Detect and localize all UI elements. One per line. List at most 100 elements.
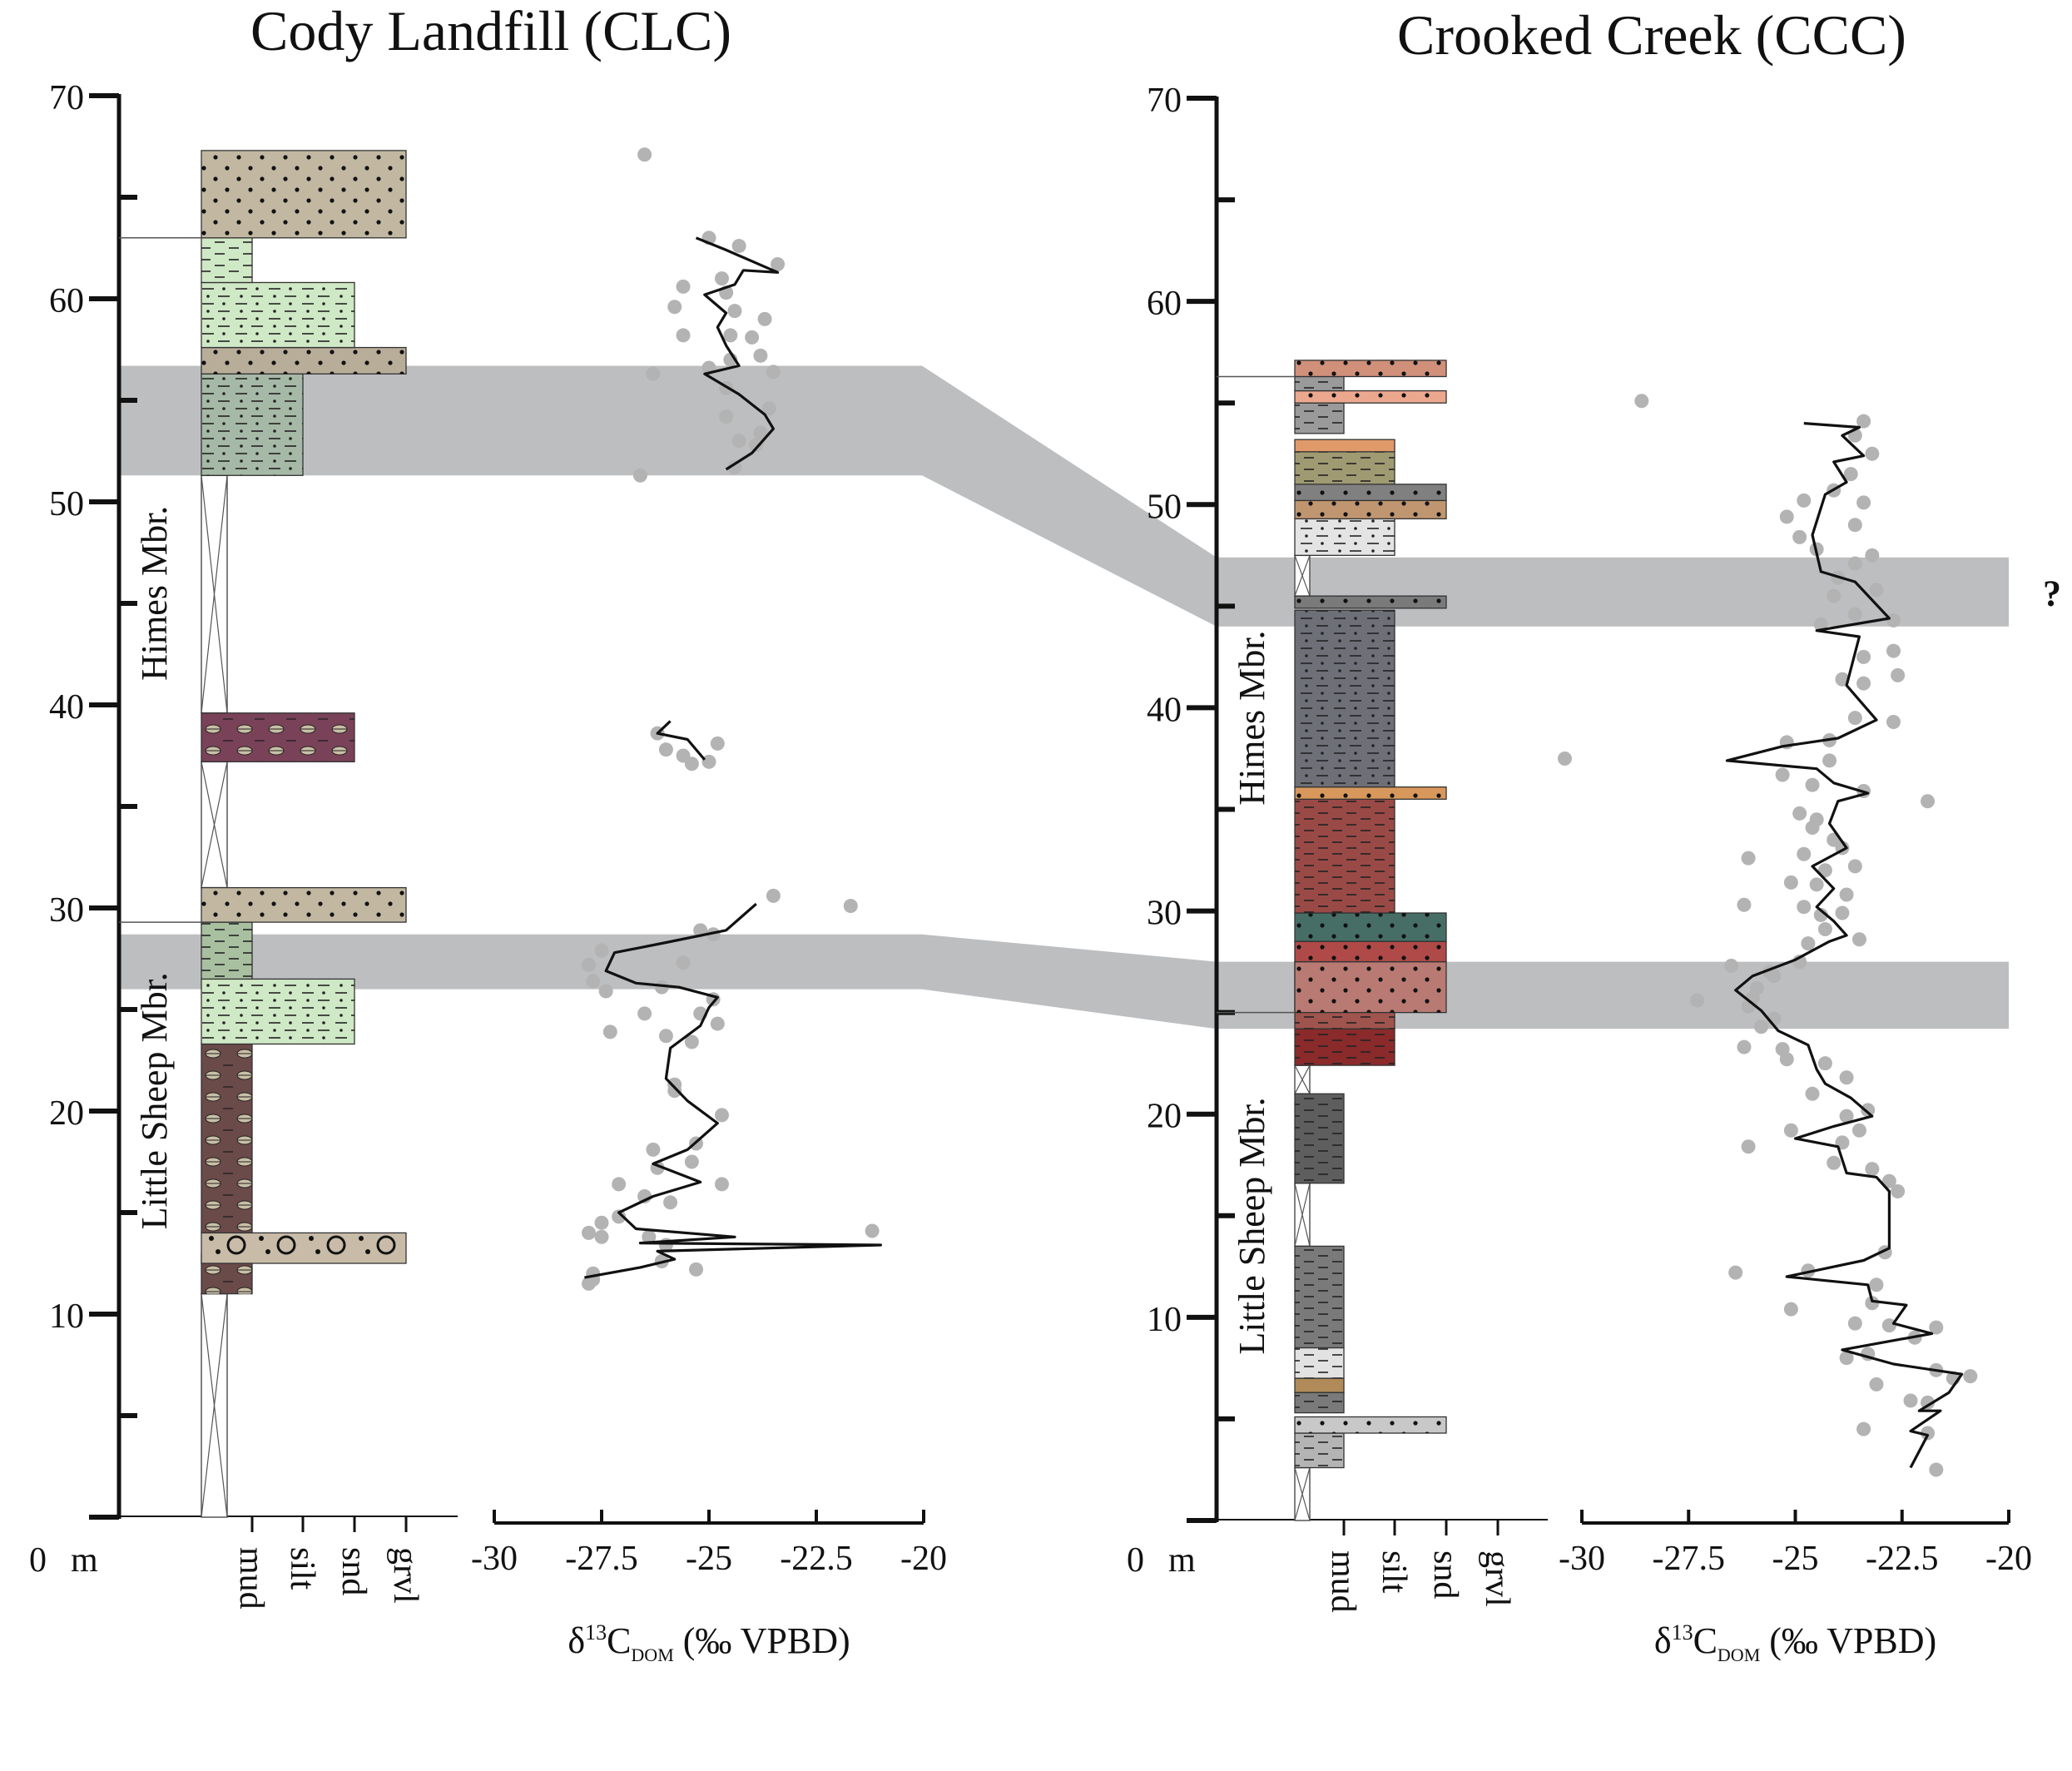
isotope-data-point [602, 1024, 617, 1039]
lithology-pattern [201, 712, 354, 762]
isotope-data-point [667, 300, 682, 315]
isotope-data-point [1801, 936, 1816, 951]
covered-cross-line [1294, 1183, 1311, 1247]
isotope-data-point [1869, 1277, 1884, 1292]
depth-tick-label: 20 [49, 1094, 84, 1133]
covered-cross-line [1294, 1064, 1311, 1094]
correlation-connector [922, 365, 1217, 627]
panel-title: Cody Landfill (CLC) [250, 0, 731, 62]
isotope-data-point [1865, 548, 1880, 563]
isotope-data-point [1869, 583, 1884, 598]
member-label: Himes Mbr. [134, 506, 175, 681]
isotope-data-point [1775, 767, 1790, 782]
isotope-tick-label: -30 [1559, 1540, 1605, 1578]
isotope-trend-line [1725, 422, 1964, 1469]
isotope-data-point [1817, 863, 1832, 878]
isotope-data-point [1847, 859, 1862, 874]
isotope-data-point [1767, 969, 1782, 984]
isotope-data-point [761, 401, 776, 416]
member-label: Little Sheep Mbr. [1232, 1097, 1272, 1354]
isotope-tick-label: -30 [471, 1540, 518, 1578]
isotope-trend-line [695, 236, 780, 471]
isotope-data-point [723, 328, 738, 343]
covered-cross-line [201, 761, 228, 888]
isotope-data-point [1835, 905, 1850, 920]
isotope-data-point [1724, 958, 1739, 973]
grain-size-label: grvl [1478, 1550, 1516, 1607]
isotope-axis-label-part: (‰ VPBD) [1760, 1620, 1936, 1661]
covered-cross-line [201, 475, 228, 713]
isotope-data-point [658, 1029, 673, 1044]
isotope-axis-label-part: DOM [1718, 1644, 1760, 1665]
panel-title: Crooked Creek (CCC) [1397, 3, 1906, 67]
isotope-data-point [1809, 877, 1824, 892]
lithology-pattern [1295, 484, 1446, 501]
isotope-data-point [1921, 1426, 1936, 1441]
isotope-data-point [684, 757, 699, 771]
isotope-data-point [594, 1215, 609, 1230]
isotope-data-point [727, 460, 742, 475]
grain-size-label: silt [283, 1547, 321, 1590]
depth-tick-label: 30 [1147, 895, 1182, 933]
covered-cross-line [201, 1293, 228, 1518]
isotope-data-point [1634, 394, 1649, 409]
isotope-data-point [731, 434, 746, 449]
isotope-tick-label: -22.5 [780, 1540, 853, 1578]
isotope-data-point [684, 1154, 699, 1169]
isotope-tick-label: -20 [1985, 1540, 2032, 1578]
isotope-data-point [865, 1223, 880, 1238]
isotope-data-point [642, 1229, 657, 1244]
isotope-data-point [753, 348, 768, 363]
isotope-data-point [753, 425, 768, 440]
isotope-data-point [757, 311, 772, 326]
lithology-pattern [201, 347, 406, 375]
isotope-data-point [1813, 907, 1828, 922]
isotope-data-point [1891, 667, 1906, 682]
isotope-data-point [1963, 1369, 1978, 1384]
isotope-data-point [710, 1016, 725, 1031]
isotope-data-point [1856, 676, 1871, 691]
isotope-data-point [1779, 1052, 1794, 1067]
isotope-tick-label: -25 [686, 1540, 732, 1578]
isotope-data-point [1805, 1086, 1820, 1101]
lithology-pattern [1295, 1246, 1344, 1348]
isotope-data-point [1827, 1155, 1842, 1170]
isotope-data-point [1856, 1421, 1871, 1436]
isotope-data-point [667, 1084, 682, 1099]
isotope-data-point [1929, 1320, 1944, 1335]
member-label: Himes Mbr. [1232, 631, 1272, 806]
isotope-data-point [1792, 806, 1807, 821]
isotope-data-point [1856, 649, 1871, 664]
isotope-data-point [1865, 446, 1880, 461]
lithology-pattern [1295, 610, 1395, 787]
crooked-creek-panel: Crooked Creek (CCC) 10 20 30 40 50 60 70 0 m mud si… [1127, 3, 2061, 1665]
isotope-data-point [1847, 556, 1862, 571]
grain-size-label: mud [232, 1547, 270, 1610]
isotope-data-point [1903, 1393, 1918, 1408]
lithology-pattern [1295, 1347, 1344, 1379]
isotope-data-point [1886, 715, 1901, 730]
isotope-data-point [1839, 887, 1854, 902]
isotope-data-point [1805, 820, 1820, 835]
grain-size-label: mud [1324, 1550, 1362, 1613]
isotope-data-point [1891, 1183, 1906, 1198]
isotope-data-point [1817, 922, 1832, 937]
isotope-data-point [1851, 932, 1866, 947]
isotope-data-point [1886, 613, 1901, 628]
covered-cross-line [1294, 1467, 1311, 1521]
isotope-data-point [1839, 1109, 1854, 1124]
isotope-data-point [676, 279, 691, 294]
lithology-pattern [1295, 799, 1395, 914]
depth-tick-label: 30 [49, 891, 84, 930]
lithology-pattern [201, 979, 354, 1044]
isotope-data-point [727, 304, 742, 319]
isotope-tick-label: -22.5 [1866, 1540, 1939, 1578]
grain-size-label: grvl [386, 1547, 424, 1604]
isotope-data-point [582, 957, 597, 972]
depth-tick-label: 10 [1147, 1301, 1182, 1339]
isotope-axis-label: δ13CDOM (‰ VPBD) [1654, 1620, 1936, 1665]
depth-tick-label: 50 [49, 485, 84, 523]
isotope-data-point [654, 980, 669, 995]
lithology-pattern [201, 922, 252, 980]
lithology-pattern [201, 1233, 406, 1263]
